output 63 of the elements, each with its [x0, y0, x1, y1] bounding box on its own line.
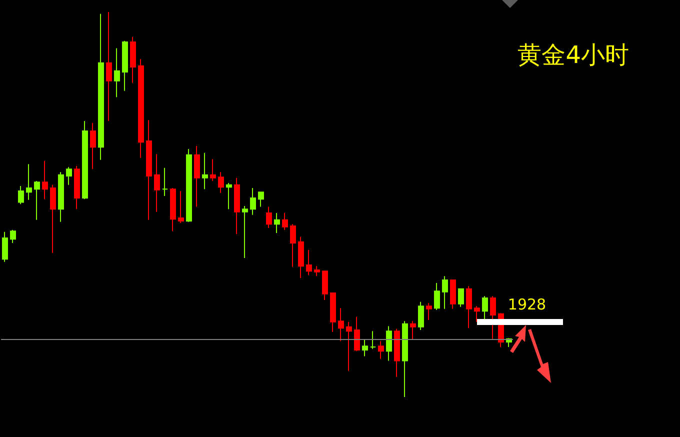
candlestick: [178, 190, 184, 224]
candlestick: [306, 249, 312, 276]
candlestick: [66, 166, 72, 186]
candlestick: [186, 148, 192, 222]
candlestick: [98, 13, 104, 160]
candlestick: [290, 224, 296, 268]
candlestick: [18, 186, 24, 205]
candlestick: [434, 282, 440, 310]
candlestick: [410, 320, 416, 341]
candlestick: [130, 36, 136, 84]
candlestick: [418, 301, 424, 331]
candlestick: [50, 184, 56, 254]
text: 黄金4小时: [518, 41, 630, 69]
candlestick: [74, 166, 80, 210]
candlestick: [466, 286, 472, 329]
candlestick: [10, 229, 16, 244]
candlestick: [226, 182, 232, 210]
candlestick: [458, 288, 464, 308]
candlestick: [42, 160, 48, 200]
candlestick: [122, 40, 128, 92]
candlestick: [338, 308, 344, 342]
candlestick: [426, 302, 432, 320]
candlestick: [154, 154, 160, 212]
candlestick: [58, 172, 64, 222]
candlestick: [162, 167, 168, 197]
candlestick: [314, 266, 320, 277]
candlestick: [442, 276, 448, 310]
candlestick: [474, 306, 480, 322]
candlestick: [330, 292, 336, 332]
candlestick: [386, 326, 392, 362]
candlestick: [370, 330, 376, 350]
candlestick: [378, 340, 384, 360]
candlestick: [146, 120, 152, 220]
candlestick: [106, 12, 112, 122]
candlestick: [298, 236, 304, 279]
annotation: 1928: [508, 296, 546, 314]
candlestick: [354, 316, 360, 352]
candlestick: [362, 340, 368, 357]
candlestick: [258, 192, 264, 208]
candlestick: [210, 158, 216, 182]
candlestick: [194, 145, 200, 208]
candlestick: [322, 270, 328, 300]
candlestick: [266, 206, 272, 228]
candlestick: [218, 172, 224, 194]
candlestick: [170, 187, 176, 232]
candlestick: [402, 320, 408, 398]
candlestick: [274, 212, 280, 234]
candlestick: [394, 328, 400, 378]
candlestick: [2, 231, 8, 262]
candlestick: [26, 164, 32, 200]
candlestick: [202, 152, 208, 190]
candlestick: [90, 122, 96, 170]
candlestick: [450, 279, 456, 310]
candlestick: [138, 58, 144, 158]
candlestick: [346, 321, 352, 372]
candlestick: [82, 120, 88, 200]
candlestick: [282, 212, 288, 230]
candlestick: [490, 296, 496, 340]
candlestick: [242, 206, 248, 259]
candlestick: [234, 177, 240, 235]
candlestick: [34, 180, 40, 220]
candlestick: [114, 48, 120, 98]
candlestick: [250, 187, 256, 216]
